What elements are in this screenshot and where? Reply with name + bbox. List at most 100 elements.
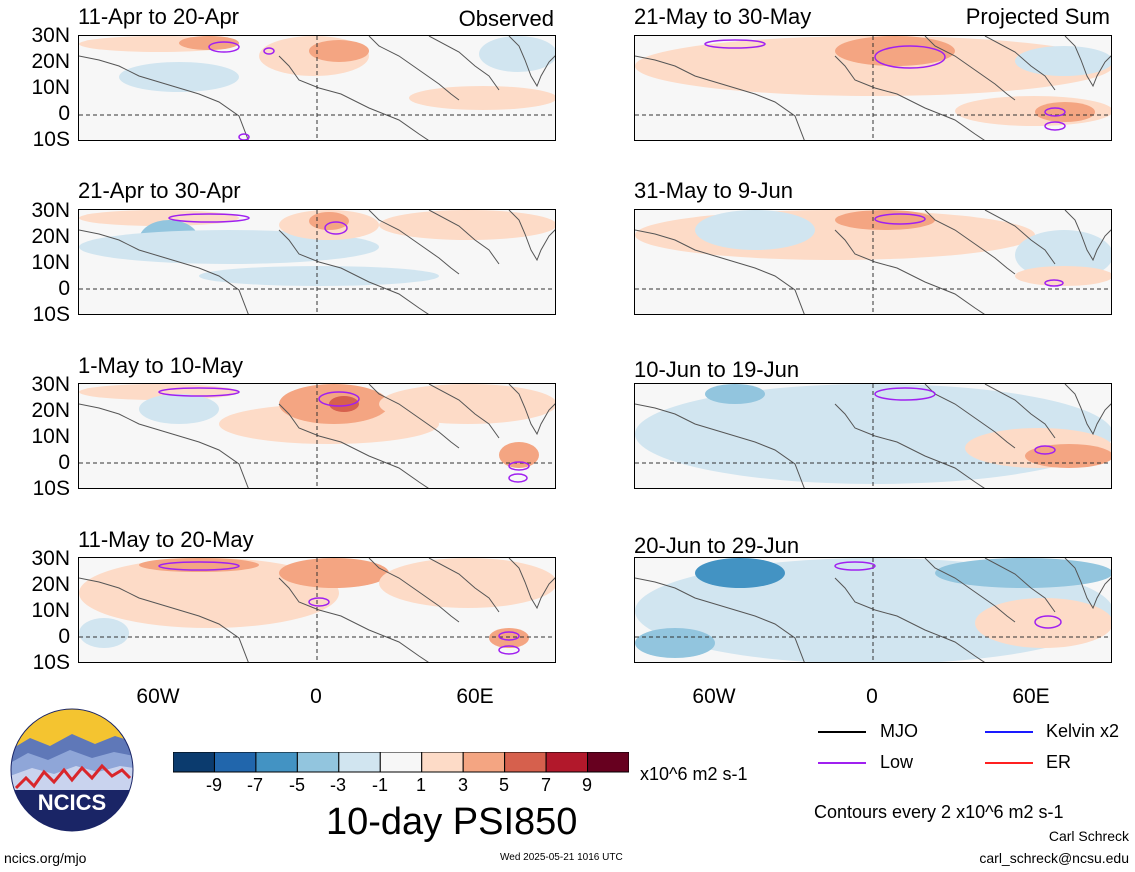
coastline [278,403,429,488]
lat-label-10s: 10S [32,477,70,500]
anomaly-shading [705,384,765,404]
coastline [508,210,555,262]
lat-label-30n: 30N [31,24,70,47]
low-contour [508,461,530,471]
coastline [508,558,555,610]
lat-label-0: 0 [58,102,70,125]
ncics-logo: NCICS [10,708,134,832]
low-contour [498,631,520,641]
mjo-line-swatch [818,731,866,733]
anomaly-shading [119,62,239,92]
colorbar-swatch [213,752,257,773]
colorbar-swatch [545,752,589,773]
coastline [924,36,1016,101]
colorbar-swatch [379,752,423,773]
author-email[interactable]: carl_schreck@ncsu.edu [979,850,1129,866]
coastline [635,55,805,140]
low-contour [1034,445,1056,455]
lat-label-30n: 30N [31,547,70,570]
lon-label-60e-right: 60E [1012,685,1050,708]
lon-label-60w-right: 60W [692,685,736,708]
lat-label-10s: 10S [32,128,70,151]
coastline [368,384,460,449]
lat-label-10s: 10S [32,651,70,674]
coastline [1064,36,1111,88]
timestamp: Wed 2025-05-21 1016 UTC [500,852,623,863]
anomaly-shading [975,598,1111,648]
map-field [79,384,555,488]
panel-title-proj-3: 10-Jun to 19-Jun [634,357,800,382]
map-panel-proj-1 [634,35,1112,141]
anomaly-shading [499,442,539,468]
legend-kelvin-label: Kelvin x2 [1046,721,1120,741]
low-contour [874,213,926,225]
anomaly-shading [1015,46,1111,76]
anomaly-shading [835,36,955,66]
colorbar-swatch [421,752,464,773]
lat-label-10n: 10N [31,599,70,622]
low-contour [498,645,520,655]
lat-label-0: 0 [58,451,70,474]
anomaly-shading [79,558,339,628]
anomaly-shading [199,266,439,286]
map-panel-obs-3 [78,383,556,489]
coastline [278,577,429,662]
lon-label-60e-left: 60E [456,685,494,708]
coastline [924,558,1016,623]
lon-label-60w-left: 60W [136,685,180,708]
anomaly-shading [1025,444,1111,468]
legend-er-label: ER [1046,752,1072,772]
coastline [508,384,555,436]
site-link[interactable]: ncics.org/mjo [4,850,87,866]
panel-title-obs-3: 1-May to 10-May [78,353,244,378]
anomaly-shading [489,628,529,648]
anomaly-shading [279,558,389,588]
lat-label-30n: 30N [31,373,70,396]
er-line-swatch [985,762,1033,764]
map-field [635,558,1111,662]
lat-label-20n: 20N [31,225,70,248]
lat-label-0: 0 [58,625,70,648]
map-panel-proj-2 [634,209,1112,315]
coastline [1064,210,1111,262]
coastline [428,558,500,613]
map-panel-proj-4 [634,557,1112,663]
anomaly-shading [309,40,369,62]
panel-title-proj-1: 21-May to 30-May [634,4,812,29]
map-field [635,384,1111,488]
colorbar-swatch [296,752,340,773]
low-contour [238,133,250,140]
colorbar-tick: -5 [288,775,305,795]
lat-label-30n: 30N [31,199,70,222]
main-title: 10-day PSI850 [326,801,578,843]
map-field [635,210,1111,314]
lat-label-20n: 20N [31,50,70,73]
anomaly-shading [635,210,1035,260]
map-field [635,36,1111,140]
map-panel-obs-1 [78,35,556,141]
anomaly-shading [695,558,785,588]
anomaly-shading [329,396,359,412]
coastline [368,36,460,101]
anomaly-shading [835,210,935,230]
coastline [278,55,429,140]
panel-title-obs-2: 21-Apr to 30-Apr [78,178,241,203]
low-contour [318,391,360,407]
anomaly-shading [79,618,129,648]
low-contour [874,387,936,401]
contour-note: Contours every 2 x10^6 m2 s-1 [814,802,1064,822]
low-contour [834,561,876,571]
legend-low-label: Low [880,752,914,772]
coastline [984,36,1056,91]
coastline [984,558,1056,613]
coastline [635,229,805,314]
anomaly-shading [309,212,349,230]
low-contour [263,47,275,55]
coastline [1064,384,1111,436]
anomaly-shading [935,558,1111,588]
low-contour [704,39,766,49]
observed-tag: Observed [458,6,554,31]
colorbar-swatch [504,752,547,773]
colorbar-swatch [173,752,215,773]
coastline [368,210,460,275]
